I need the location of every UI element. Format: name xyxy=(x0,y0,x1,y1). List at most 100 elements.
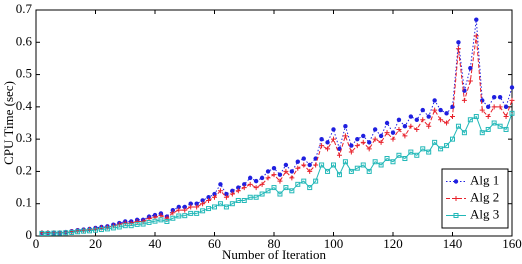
point xyxy=(289,188,295,194)
point xyxy=(438,117,444,123)
point xyxy=(176,213,182,219)
point xyxy=(378,133,384,139)
point xyxy=(271,185,277,191)
point xyxy=(319,143,325,149)
point xyxy=(366,168,372,174)
point xyxy=(45,230,51,236)
point xyxy=(325,140,330,145)
point xyxy=(348,149,354,155)
point xyxy=(98,227,104,233)
point xyxy=(229,201,235,207)
point xyxy=(200,198,205,203)
point xyxy=(486,104,491,110)
point xyxy=(467,117,473,123)
point xyxy=(194,204,200,210)
point xyxy=(87,228,93,234)
point xyxy=(360,139,366,145)
point xyxy=(253,185,259,191)
point xyxy=(455,46,461,52)
point xyxy=(158,217,164,223)
point xyxy=(271,166,277,171)
point xyxy=(212,194,217,200)
point xyxy=(146,219,152,225)
y-tick-label: 0.2 xyxy=(16,162,32,177)
point xyxy=(212,204,217,210)
point xyxy=(361,133,366,139)
point xyxy=(217,201,223,207)
point xyxy=(414,126,420,132)
y-tick-label: 0.7 xyxy=(16,1,33,16)
point xyxy=(450,114,455,120)
point xyxy=(295,165,301,171)
point xyxy=(122,220,128,226)
point xyxy=(343,124,348,129)
point xyxy=(491,120,497,126)
point xyxy=(170,210,176,216)
point xyxy=(491,94,497,100)
point xyxy=(313,156,318,161)
point xyxy=(444,120,450,126)
point xyxy=(420,107,425,113)
point xyxy=(182,204,187,210)
point xyxy=(497,104,503,110)
point xyxy=(331,136,336,142)
plot-frame xyxy=(35,9,513,237)
point xyxy=(509,110,515,116)
point xyxy=(69,229,75,235)
point xyxy=(307,162,312,168)
point xyxy=(253,194,259,200)
point xyxy=(283,168,289,174)
point xyxy=(259,175,265,181)
legend-marker xyxy=(453,179,459,184)
point xyxy=(110,225,116,231)
point xyxy=(450,104,455,110)
point xyxy=(426,149,432,155)
point xyxy=(295,181,301,187)
point xyxy=(396,126,402,132)
point xyxy=(289,169,295,174)
point xyxy=(182,213,188,219)
point xyxy=(336,152,342,158)
point xyxy=(479,107,485,113)
point xyxy=(301,162,307,168)
point xyxy=(247,181,253,187)
point xyxy=(408,114,414,119)
point xyxy=(396,152,402,158)
point xyxy=(128,223,134,229)
x-tick-label: 160 xyxy=(502,236,522,251)
point xyxy=(289,175,295,181)
point xyxy=(242,182,247,187)
point xyxy=(402,133,408,139)
point xyxy=(182,207,188,213)
point xyxy=(188,210,194,216)
point xyxy=(450,136,455,142)
point xyxy=(271,172,277,178)
point xyxy=(456,40,461,45)
x-axis-label: Number of Iteration xyxy=(222,247,326,262)
point xyxy=(432,139,438,145)
point xyxy=(474,17,479,22)
point xyxy=(390,159,396,165)
legend-marker xyxy=(453,213,459,218)
point xyxy=(176,207,182,213)
point xyxy=(378,162,384,168)
point xyxy=(337,146,342,152)
point xyxy=(390,136,396,142)
point xyxy=(57,230,63,236)
point xyxy=(152,218,158,224)
point xyxy=(301,178,307,184)
point xyxy=(402,124,408,129)
x-tick-label: 40 xyxy=(149,236,162,251)
point xyxy=(378,139,384,145)
point xyxy=(336,172,342,178)
point xyxy=(265,169,271,174)
point xyxy=(170,207,176,213)
point xyxy=(188,204,194,210)
point xyxy=(122,223,128,229)
y-tick-label: 0.4 xyxy=(16,98,33,113)
point xyxy=(313,162,319,168)
point xyxy=(325,168,331,174)
point xyxy=(51,230,57,236)
x-tick-label: 120 xyxy=(383,236,403,251)
point xyxy=(455,123,461,129)
